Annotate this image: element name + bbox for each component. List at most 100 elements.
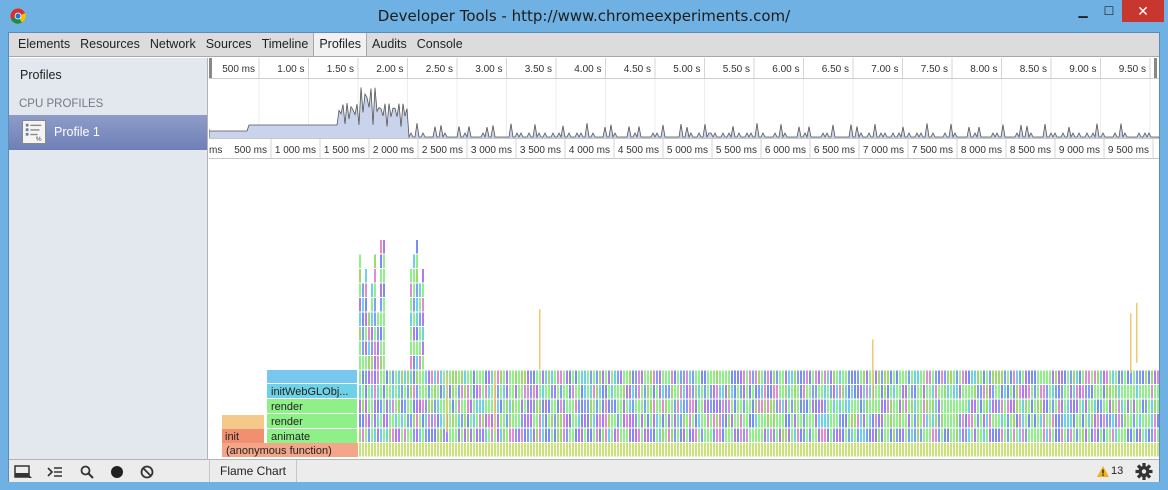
flame-noise-bar <box>722 399 724 413</box>
record-button[interactable] <box>105 462 129 482</box>
tab-network[interactable]: Network <box>149 37 196 51</box>
overview-cpu-area <box>209 87 1159 138</box>
flame-noise-bar <box>995 385 997 399</box>
tab-console[interactable]: Console <box>416 37 463 51</box>
flame-noise-bar <box>635 370 637 384</box>
tab-timeline[interactable]: Timeline <box>261 37 309 51</box>
flame-noise-bar <box>1016 443 1018 457</box>
gear-icon[interactable] <box>1133 461 1155 482</box>
flame-noise-bar <box>704 428 706 442</box>
flame-noise-bar <box>371 385 373 399</box>
flame-noise-bar <box>1157 428 1159 442</box>
clear-button[interactable] <box>135 462 159 482</box>
tab-resources[interactable]: Resources <box>80 37 140 51</box>
flame-chart[interactable]: (anonymous function) init animate render… <box>209 159 1159 459</box>
flame-noise-bar <box>422 399 424 413</box>
flame-noise-bar <box>671 428 673 442</box>
flame-noise-bar <box>878 399 880 413</box>
flame-frame-init-child[interactable] <box>222 415 264 429</box>
flame-frame-webgl-child[interactable] <box>267 370 357 383</box>
overview-cpu-graph[interactable] <box>209 79 1159 139</box>
overview-tick-label: 5.00 s <box>673 64 700 75</box>
flame-noise-bar <box>800 428 802 442</box>
flame-noise-bar <box>1043 399 1045 413</box>
flame-noise-bar <box>905 399 907 413</box>
flame-noise-bar <box>935 443 937 457</box>
flame-noise-bar <box>563 399 565 413</box>
flame-frame-render-outer[interactable]: render <box>267 414 357 428</box>
flame-noise-bar <box>380 283 382 297</box>
flame-noise-bar <box>968 385 970 399</box>
flame-noise-bar <box>797 428 799 442</box>
overview-right-handle[interactable] <box>1154 58 1157 79</box>
tab-sources[interactable]: Sources <box>205 37 252 51</box>
close-button[interactable]: ✕ <box>1122 0 1164 22</box>
flame-frame-initwebgl[interactable]: initWebGLObj... <box>267 384 357 398</box>
overview-time-ruler: 500 ms 1.00 s 1.50 s 2.00 s 2.50 s 3.00 s 3.50… <box>209 58 1159 79</box>
flame-noise-bar <box>1040 428 1042 442</box>
flame-noise-bar <box>1055 399 1057 413</box>
flame-noise-bar <box>365 341 367 355</box>
console-drawer-button[interactable] <box>43 462 67 482</box>
flame-noise-bar <box>632 414 634 428</box>
flame-noise-bar <box>692 443 694 457</box>
flame-noise-bar <box>515 399 517 413</box>
flame-noise-bar <box>686 414 688 428</box>
flame-noise-bar <box>992 428 994 442</box>
flame-frame-render-inner[interactable]: render <box>267 399 357 413</box>
flame-noise-bar <box>992 399 994 413</box>
flame-noise-bar <box>1028 443 1030 457</box>
flame-noise-bars <box>359 240 1159 457</box>
flame-frame-animate[interactable]: animate <box>267 429 357 443</box>
flame-noise-bar <box>422 428 424 442</box>
flame-noise-bar <box>446 443 448 457</box>
sidebar-profiles-header[interactable]: Profiles <box>20 68 62 82</box>
flame-noise-bar <box>1010 399 1012 413</box>
flame-noise-bar <box>656 443 658 457</box>
flame-noise-bar <box>935 385 937 399</box>
flame-noise-bar <box>767 414 769 428</box>
flame-noise-bar <box>1022 385 1024 399</box>
flame-noise-bar <box>488 399 490 413</box>
flame-noise-bar <box>845 385 847 399</box>
flame-frame-anonymous[interactable]: (anonymous function) <box>222 443 358 457</box>
flame-noise-bar <box>860 370 862 384</box>
flame-noise-bar <box>515 385 517 399</box>
flame-noise-bar <box>617 399 619 413</box>
flame-noise-bar <box>377 370 379 384</box>
warning-counter[interactable]: 13 <box>1097 465 1123 477</box>
flame-noise-bar <box>359 385 361 399</box>
clear-icon <box>140 465 154 479</box>
flame-noise-bar <box>521 414 523 428</box>
tab-elements[interactable]: Elements <box>18 37 71 51</box>
tab-profiles[interactable]: Profiles <box>313 33 368 56</box>
maximize-button[interactable]: ☐ <box>1103 4 1115 18</box>
minimize-button[interactable]: ▁ <box>1078 4 1088 18</box>
flame-noise-bar <box>569 414 571 428</box>
flame-noise-bar <box>833 414 835 428</box>
flame-noise-bar <box>518 385 520 399</box>
flame-noise-bar <box>359 370 361 384</box>
flame-noise-bar <box>590 385 592 399</box>
flame-noise-bar <box>797 414 799 428</box>
flame-frame-init[interactable]: init <box>222 429 264 443</box>
flame-noise-bar <box>1154 443 1156 457</box>
sidebar-item-profile-1[interactable]: % Profile 1 <box>9 115 207 150</box>
flame-noise-bar <box>1076 370 1078 384</box>
dock-toggle-button[interactable] <box>11 462 35 482</box>
tab-audits[interactable]: Audits <box>372 37 407 51</box>
view-mode-select[interactable]: Flame Chart <box>209 460 298 482</box>
flame-noise-bar <box>872 414 874 428</box>
search-button[interactable] <box>75 462 99 482</box>
flame-noise-bar <box>821 370 823 384</box>
flame-noise-bar <box>1031 370 1033 384</box>
flame-noise-bar <box>371 443 373 457</box>
flame-noise-bar <box>590 370 592 384</box>
flame-noise-bar <box>752 414 754 428</box>
overview-left-handle[interactable] <box>209 58 212 79</box>
flame-noise-bar <box>1133 385 1135 399</box>
flame-noise-bar <box>500 414 502 428</box>
flame-noise-bar <box>881 399 883 413</box>
flame-noise-bar <box>437 385 439 399</box>
flame-noise-bar <box>410 269 412 283</box>
